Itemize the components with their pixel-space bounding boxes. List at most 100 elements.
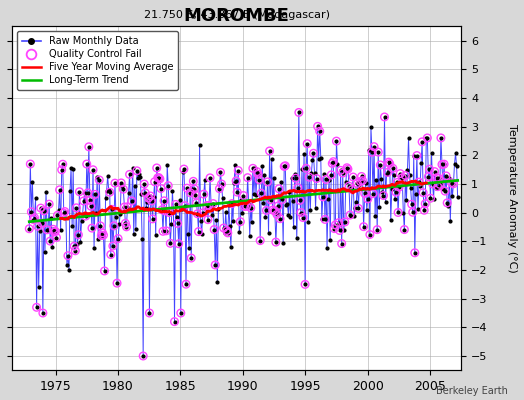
Point <box>421 200 430 207</box>
Point <box>106 251 115 258</box>
Point <box>162 228 170 234</box>
Point <box>85 144 93 150</box>
Point <box>117 180 125 186</box>
Point <box>351 204 359 211</box>
Point <box>42 188 50 195</box>
Point <box>143 198 151 205</box>
Point <box>241 203 249 210</box>
Point <box>357 173 366 180</box>
Point <box>145 310 154 316</box>
Point <box>141 190 149 196</box>
Point <box>160 198 168 204</box>
Point <box>134 175 142 182</box>
Point <box>168 188 177 194</box>
Point <box>136 174 144 180</box>
Point <box>440 161 448 167</box>
Point <box>37 205 45 211</box>
Point <box>331 222 340 228</box>
Point <box>67 165 75 171</box>
Point <box>56 187 64 193</box>
Point <box>415 179 423 185</box>
Point <box>319 194 327 200</box>
Point <box>60 210 68 216</box>
Point <box>100 268 108 274</box>
Point <box>96 223 104 229</box>
Point <box>231 161 239 168</box>
Point <box>328 160 336 167</box>
Point <box>416 182 424 189</box>
Point <box>64 252 72 259</box>
Point <box>346 212 354 218</box>
Point <box>419 190 428 196</box>
Point <box>348 186 356 193</box>
Point <box>400 226 409 233</box>
Point <box>364 196 372 202</box>
Point <box>363 206 371 213</box>
Point <box>120 204 128 210</box>
Point <box>398 175 407 181</box>
Point <box>319 194 327 200</box>
Point <box>449 180 457 187</box>
Point <box>192 200 201 206</box>
Point <box>373 226 381 233</box>
Point <box>294 109 303 116</box>
Point <box>127 198 136 204</box>
Point <box>144 195 152 201</box>
Point <box>111 180 119 186</box>
Point <box>46 238 54 244</box>
Point <box>380 114 389 120</box>
Point <box>424 174 433 180</box>
Point <box>350 212 358 219</box>
Point <box>150 178 159 185</box>
Point <box>401 172 410 179</box>
Point <box>303 140 311 147</box>
Point <box>27 209 36 215</box>
Point <box>234 167 243 174</box>
Point <box>442 173 450 179</box>
Point <box>334 220 343 226</box>
Point <box>203 202 211 209</box>
Point <box>156 176 164 182</box>
Point <box>263 179 271 185</box>
Point <box>339 170 347 176</box>
Point <box>262 207 270 214</box>
Point <box>355 182 364 188</box>
Point <box>356 178 365 185</box>
Point <box>110 223 118 229</box>
Point <box>234 167 243 174</box>
Point <box>130 182 139 189</box>
Point <box>354 205 363 212</box>
Point <box>259 200 268 206</box>
Point <box>59 161 67 168</box>
Point <box>188 186 196 192</box>
Point <box>397 173 406 180</box>
Point <box>308 157 316 163</box>
Point <box>256 238 265 244</box>
Point <box>91 191 100 198</box>
Point <box>335 227 344 234</box>
Point <box>107 206 116 212</box>
Point <box>177 310 185 316</box>
Point <box>265 148 274 154</box>
Point <box>453 194 462 200</box>
Point <box>173 220 182 227</box>
Point <box>115 221 123 228</box>
Point <box>368 149 376 156</box>
Point <box>254 171 263 178</box>
Point <box>145 310 154 316</box>
Point <box>113 280 121 286</box>
Point <box>140 181 148 187</box>
Point <box>341 219 349 225</box>
Point <box>251 165 259 172</box>
Point <box>333 161 342 167</box>
Point <box>227 244 235 251</box>
Point <box>340 226 348 233</box>
Point <box>269 175 278 181</box>
Point <box>413 152 421 159</box>
Point <box>270 208 279 214</box>
Point <box>438 161 446 168</box>
Point <box>138 236 146 243</box>
Point <box>179 168 187 175</box>
Point <box>120 204 128 210</box>
Point <box>68 223 77 229</box>
